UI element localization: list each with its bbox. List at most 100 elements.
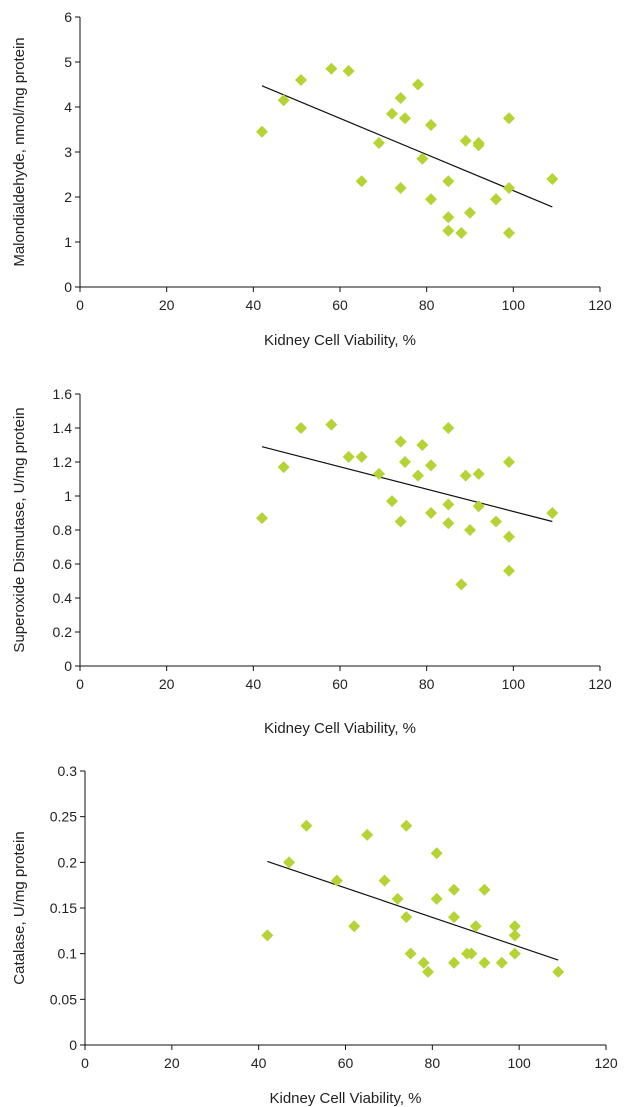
x-tick-label: 0: [76, 676, 84, 692]
y-tick-label: 0.05: [50, 991, 77, 1007]
data-point: [373, 137, 385, 149]
data-point: [442, 517, 455, 530]
data-point: [490, 515, 502, 528]
y-tick-label: 5: [64, 54, 72, 70]
y-tick-label: 4: [64, 99, 72, 115]
data-point: [472, 467, 485, 480]
data-point: [394, 92, 407, 104]
data-point: [416, 152, 429, 165]
data-point: [355, 450, 368, 463]
trend-line: [261, 85, 553, 208]
data-point: [508, 920, 521, 933]
x-tick-label: 80: [419, 676, 435, 692]
chart-3: 0 0.05 0.1 0.15 0.2 0.25 0.3 0 20 40 60 80 100 120 Kid…: [11, 763, 618, 1107]
data-point: [546, 507, 559, 519]
data-point: [404, 947, 417, 960]
data-point: [469, 920, 482, 933]
data-point: [503, 456, 515, 468]
data-point: [508, 929, 521, 942]
data-point: [277, 94, 290, 107]
data-point: [373, 467, 385, 480]
data-point: [416, 439, 429, 451]
trend-line: [267, 860, 559, 961]
x-tick-label: 100: [502, 297, 526, 313]
x-tick-label: 60: [332, 297, 348, 313]
data-point: [552, 965, 565, 978]
data-point: [442, 498, 455, 511]
data-point: [417, 956, 430, 969]
y-tick-label: 0.8: [53, 522, 73, 538]
y-tick-label: 2: [64, 189, 72, 205]
y-tick-label: 0: [69, 1037, 77, 1053]
data-point: [442, 224, 455, 237]
y-tick-label: 0.25: [50, 809, 77, 825]
data-point: [442, 422, 455, 434]
data-point: [442, 211, 455, 224]
data-point: [256, 125, 268, 138]
y-tick-label: 0.2: [58, 854, 78, 870]
data-point: [295, 422, 307, 434]
data-point: [472, 137, 485, 149]
data-point: [425, 459, 437, 472]
x-tick-label: 0: [76, 297, 84, 313]
data-point: [412, 78, 424, 91]
data-point: [261, 929, 274, 942]
data-point: [430, 892, 443, 905]
data-point: [490, 193, 502, 206]
data-point: [348, 920, 361, 933]
data-point: [399, 456, 411, 468]
x-tick-label: 120: [588, 676, 612, 692]
data-point: [503, 564, 515, 577]
data-point: [448, 956, 461, 969]
x-tick-label: 100: [502, 676, 526, 692]
data-point: [342, 65, 355, 77]
y-axis-label: Superoxide Dismutase, U/mg protein: [11, 407, 28, 652]
data-point: [455, 227, 468, 239]
x-tick-label: 60: [338, 1055, 354, 1071]
x-axis-label: Kidney Cell Viability, %: [269, 1090, 421, 1107]
y-tick-label: 1.2: [53, 454, 73, 470]
x-axis-label: Kidney Cell Viability, %: [264, 720, 416, 737]
x-tick-label: 100: [507, 1055, 531, 1071]
data-point: [394, 515, 407, 528]
data-point: [400, 819, 413, 832]
data-point: [391, 892, 404, 905]
data-point: [283, 856, 296, 869]
data-point: [495, 956, 508, 969]
data-point: [400, 911, 413, 924]
y-tick-label: 0.3: [58, 763, 78, 779]
data-point: [464, 524, 476, 536]
data-point: [430, 847, 443, 860]
data-point: [503, 227, 515, 239]
data-point: [442, 175, 455, 188]
y-tick-label: 1.6: [53, 386, 73, 402]
data-point: [355, 175, 368, 188]
data-point: [394, 182, 407, 194]
data-point: [455, 578, 468, 591]
chart-2: 0 0.2 0.4 0.6 0.8 1 1.2 1.4 1.6 0 20 40 60 80 100 120 Ki…: [11, 386, 612, 737]
y-tick-label: 1: [64, 234, 72, 250]
data-point: [256, 512, 268, 525]
data-point: [546, 173, 559, 185]
data-point: [295, 74, 307, 86]
y-tick-label: 6: [64, 9, 72, 25]
data-point: [503, 182, 515, 194]
data-point: [425, 119, 437, 131]
y-tick-label: 0.15: [50, 900, 77, 916]
x-tick-label: 0: [81, 1055, 89, 1071]
data-point: [342, 450, 355, 463]
x-tick-label: 80: [425, 1055, 441, 1071]
data-point: [361, 828, 374, 841]
x-tick-label: 60: [332, 676, 348, 692]
y-tick-label: 0.4: [53, 590, 73, 606]
x-tick-label: 120: [588, 297, 612, 313]
data-point: [459, 134, 472, 147]
y-axis-label: Catalase, U/mg protein: [11, 831, 28, 984]
y-axis-label: Malondialdehyde, nmol/mg protein: [11, 37, 28, 266]
x-tick-label: 20: [164, 1055, 180, 1071]
data-point: [378, 874, 391, 887]
data-point: [459, 469, 472, 482]
data-point: [464, 206, 476, 219]
